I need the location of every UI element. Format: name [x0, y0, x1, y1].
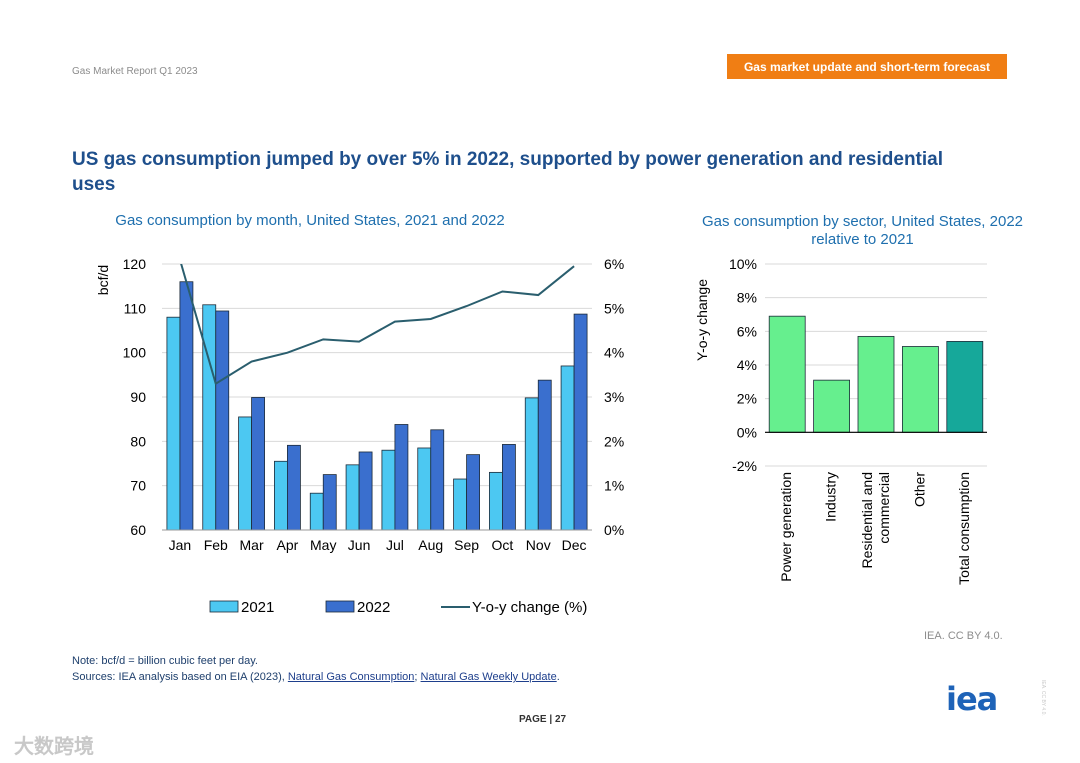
bar-2022-mar [251, 397, 265, 531]
bar-sector-2 [813, 379, 851, 433]
x-tick-label: Jan [169, 537, 192, 553]
bar-2021-may [309, 492, 324, 531]
iea-logo: iea [946, 680, 998, 718]
bar-2022-oct [502, 444, 516, 531]
x-tick-label: Mar [240, 537, 264, 553]
y-tick-label: 60 [130, 522, 146, 538]
x-tick-label: Residential and [859, 472, 875, 569]
x-tick-label: Dec [562, 537, 587, 553]
bar-2022-jul [394, 424, 409, 531]
bar-2022-jun [358, 451, 373, 531]
credit: IEA. CC BY 4.0. [924, 630, 1003, 642]
y-tick-label: 80 [130, 433, 146, 449]
y2-tick-label: 1% [604, 478, 624, 494]
bar-2021-sep [453, 478, 467, 531]
bar-2022-nov [537, 379, 552, 531]
x-tick-label: Aug [418, 537, 443, 553]
y2-tick-label: 3% [604, 389, 624, 405]
monthly-chart-title: Gas consumption by month, United States,… [115, 212, 505, 229]
y2-tick-label: 5% [604, 300, 624, 316]
x-tick-label: Jul [386, 537, 404, 553]
x-tick-label: Nov [526, 537, 551, 553]
x-tick-label: Oct [492, 537, 514, 553]
x-tick-label: Apr [277, 537, 299, 553]
monthly-consumption-chart: 60 70 80 90 100 110 120 0% 1% 2% 3% 4% 5% 6% bcf/d Jan F… [95, 256, 624, 616]
bar-2022-sep [466, 454, 480, 531]
y-tick-label: 2% [737, 391, 757, 407]
legend-swatch-2022 [325, 600, 355, 613]
legend-label-2022: 2022 [357, 599, 390, 616]
x-tick-label: commercial [876, 472, 892, 544]
y-tick-label: 90 [130, 389, 146, 405]
y-tick-label: 110 [124, 300, 147, 316]
section-tag: Gas market update and short-term forecas… [727, 54, 1007, 79]
x-tick-label: Other [911, 472, 927, 507]
y2-tick-label: 4% [604, 345, 624, 361]
y-tick-label: 10% [729, 256, 757, 272]
x-tick-label: May [310, 537, 336, 553]
y-axis-label: Y-o-y change [694, 279, 710, 361]
legend-swatch-2021 [209, 600, 239, 613]
bar-2021-jun [345, 464, 360, 531]
x-tick-label: Jun [348, 537, 371, 553]
y-tick-label: 4% [737, 357, 757, 373]
legend-label-2021: 2021 [241, 599, 274, 616]
natural-gas-weekly-update-link[interactable]: Natural Gas Weekly Update [420, 671, 557, 683]
bar-2021-oct [489, 471, 503, 531]
y2-tick-label: 0% [604, 522, 624, 538]
x-tick-label: Power generation [778, 472, 794, 582]
y-tick-label: 0% [737, 424, 757, 440]
bar-2021-aug [417, 447, 432, 531]
legend-label-yoy: Y-o-y change (%) [472, 599, 587, 616]
page-number: PAGE | 27 [519, 714, 567, 725]
y2-tick-label: 2% [604, 433, 624, 449]
note: Note: bcf/d = billion cubic feet per day… [72, 653, 560, 685]
bar-2022-jan [179, 281, 194, 531]
bar-2022-feb [215, 310, 230, 531]
bar-sector-5 [946, 341, 984, 433]
report-name: Gas Market Report Q1 2023 [72, 66, 198, 77]
bar-2022-may [322, 474, 337, 531]
bar-2022-dec [573, 313, 588, 531]
note-line: Note: bcf/d = billion cubic feet per day… [72, 655, 258, 667]
yoy-change-line [180, 264, 575, 386]
sources-prefix: Sources: IEA analysis based on EIA (2023… [72, 671, 288, 683]
y-tick-label: 8% [737, 290, 757, 306]
y2-tick-label: 6% [604, 256, 624, 272]
bar-sector-4 [901, 346, 939, 433]
sources-end: . [556, 671, 560, 683]
bar-2021-feb [202, 304, 217, 531]
sources-line: Sources: IEA analysis based on EIA (2023… [72, 669, 560, 685]
x-tick-label: Industry [823, 472, 839, 522]
bar-2022-apr [287, 444, 301, 531]
y-tick-label: 70 [130, 478, 146, 494]
bar-sector-3 [857, 335, 895, 433]
y-tick-label: -2% [732, 458, 757, 474]
y-tick-label: 100 [123, 345, 147, 361]
x-tick-label: Total consumption [956, 472, 972, 585]
bar-2021-apr [274, 460, 288, 531]
bar-2021-dec [560, 365, 575, 531]
y-axis-label: bcf/d [95, 265, 111, 295]
bar-2021-mar [238, 416, 252, 531]
x-tick-label: Feb [204, 537, 228, 553]
x-tick-label: Sep [454, 537, 479, 553]
watermark: 大数跨境 [14, 736, 94, 758]
natural-gas-consumption-link[interactable]: Natural Gas Consumption [287, 671, 415, 683]
y-tick-label: 120 [123, 256, 147, 272]
y-tick-label: 6% [737, 323, 757, 339]
sector-chart-title: Gas consumption by sector, United States… [701, 213, 1023, 248]
side-mark: IEA. CC BY 4.0. [1040, 680, 1046, 716]
bar-2021-nov [524, 397, 539, 531]
bar-2022-aug [430, 429, 445, 531]
bar-sector-1 [768, 315, 806, 433]
bar-2021-jul [381, 449, 396, 531]
bar-2021-jan [166, 316, 181, 531]
page-title: US gas consumption jumped by over 5% in … [72, 149, 944, 195]
sector-change-chart: -2% 0% 2% 4% 6% 8% 10% Y-o-y change Power genera… [694, 256, 987, 585]
sources-separator: ; [414, 671, 421, 683]
